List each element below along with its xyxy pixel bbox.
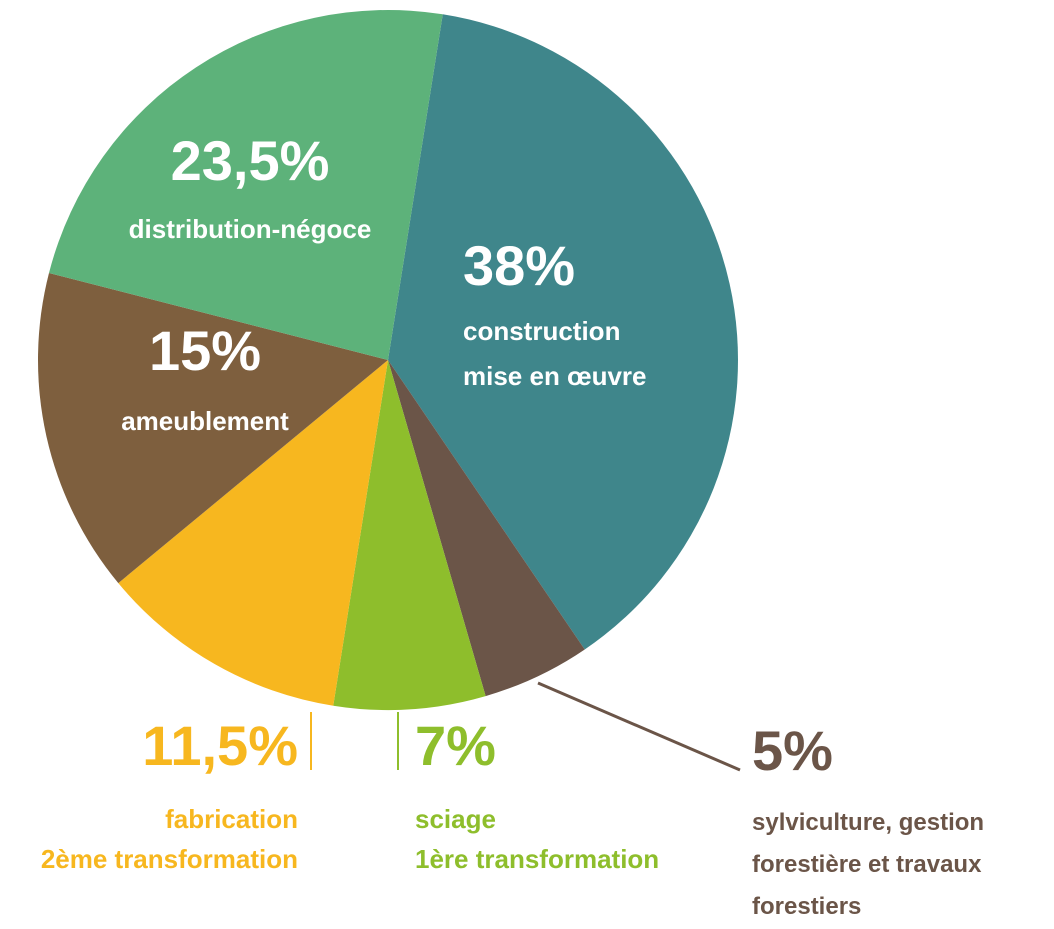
category-label: forestiers — [752, 893, 861, 920]
pie-slice — [388, 14, 739, 650]
value-label: 23,5% — [171, 129, 330, 192]
category-label: fabrication — [165, 804, 298, 834]
pie-slice — [388, 360, 585, 697]
category-label: distribution-négoce — [129, 214, 372, 244]
pie-slice — [118, 360, 388, 706]
category-label: mise en œuvre — [463, 361, 647, 391]
category-label: 1ère transformation — [415, 844, 659, 874]
pie-slice — [48, 9, 443, 360]
category-label: construction — [463, 316, 620, 346]
category-label: 2ème transformation — [41, 844, 298, 874]
value-label: 5% — [752, 719, 833, 782]
category-label: forestière et travaux — [752, 851, 982, 878]
category-label: sciage — [415, 804, 496, 834]
value-label: 7% — [415, 714, 496, 777]
pie-slice — [38, 272, 388, 584]
value-label: 15% — [149, 319, 261, 382]
value-label: 11,5% — [142, 714, 298, 777]
category-label: sylviculture, gestion — [752, 809, 984, 836]
value-label: 38% — [463, 234, 575, 297]
category-label: ameublement — [121, 406, 289, 436]
pie-slice — [333, 360, 486, 710]
leader-line — [537, 681, 741, 772]
